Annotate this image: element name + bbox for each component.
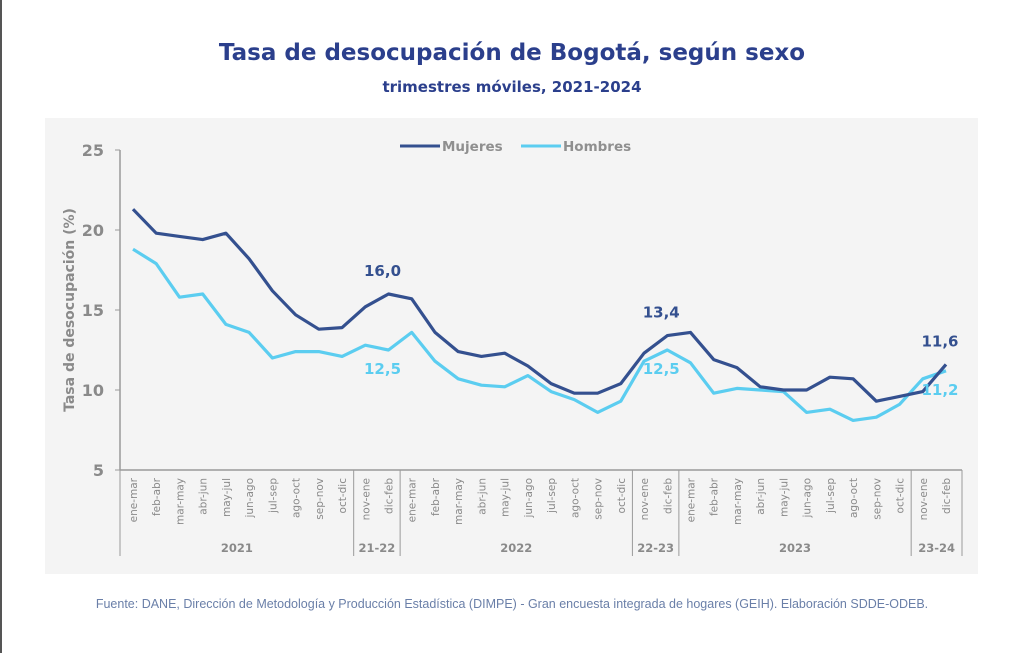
x-tick-label: mar-may [174, 478, 186, 525]
x-tick-label: jun-ago [523, 478, 535, 519]
chart-subtitle: trimestres móviles, 2021-2024 [382, 78, 642, 96]
axes: 5 10 15 20 25 Tasa de desocupación (%) [62, 141, 121, 480]
x-tick-label: feb-abr [151, 477, 163, 516]
x-tick-label: ene-mar [407, 477, 419, 522]
data-label-mujeres: 16,0 [364, 262, 401, 280]
x-tick-label: dic-feb [384, 478, 396, 514]
x-group-label: 22-23 [637, 541, 674, 555]
chart-panel [45, 118, 978, 574]
series-line-hombres [132, 247, 947, 422]
x-group-label: 2022 [500, 541, 532, 555]
x-tick-label: nov-ene [918, 478, 930, 520]
data-label-hombres: 12,5 [364, 360, 401, 378]
x-tick-label: ene-mar [685, 477, 697, 522]
x-tick-label: abr-jun [198, 478, 210, 515]
x-tick-label: sep-nov [593, 478, 605, 520]
y-axis-title: Tasa de desocupación (%) [62, 208, 78, 412]
x-tick-label: ago-oct [569, 478, 581, 518]
x-tick-label: jul-sep [546, 478, 558, 514]
x-tick-label: oct-dic [895, 478, 907, 514]
x-tick-label: jul-sep [267, 478, 279, 514]
x-tick-label: jun-ago [244, 478, 256, 519]
data-label-hombres: 11,2 [921, 381, 958, 399]
x-tick-label: may-jul [221, 478, 233, 517]
x-group-label: 21-22 [359, 541, 396, 555]
y-tick-label: 20 [82, 221, 104, 240]
series-line-mujeres [131, 208, 948, 403]
y-tick-label: 10 [82, 381, 104, 400]
x-tick-label: ene-mar [128, 477, 140, 522]
legend-label-mujeres: Mujeres [442, 139, 503, 155]
x-tick-label: dic-feb [941, 478, 953, 514]
x-tick-label: nov-ene [360, 478, 372, 520]
source-note: Fuente: DANE, Dirección de Metodología y… [95, 597, 929, 611]
x-tick-label: feb-abr [709, 477, 721, 516]
data-labels: 16,0 12,5 13,4 12,5 11,6 11,2 [364, 262, 959, 399]
y-tick-label: 5 [93, 461, 104, 480]
chart-title: Tasa de desocupación de Bogotá, según se… [218, 40, 806, 66]
legend-label-hombres: Hombres [563, 139, 631, 155]
data-label-mujeres: 13,4 [643, 304, 680, 322]
x-group-label: 2023 [779, 541, 811, 555]
series-lines [131, 208, 948, 422]
x-tick-label: may-jul [778, 478, 790, 517]
x-tick-label: may-jul [500, 478, 512, 517]
x-group-label: 2021 [221, 541, 253, 555]
x-tick-label: oct-dic [337, 478, 349, 514]
x-axis: ene-mar feb-abr mar-may abr-jun may-jul jun-a… [119, 469, 963, 556]
x-tick-label: mar-may [453, 478, 465, 525]
x-tick-label: ago-oct [291, 478, 303, 518]
y-tick-label: 15 [82, 301, 104, 320]
x-tick-label: mar-may [732, 478, 744, 525]
x-tick-label: sep-nov [871, 478, 883, 520]
x-tick-label: feb-abr [430, 477, 442, 516]
x-tick-label: jun-ago [802, 478, 814, 519]
x-tick-label: ago-oct [848, 478, 860, 518]
x-tick-label: sep-nov [314, 478, 326, 520]
x-tick-label: oct-dic [616, 478, 628, 514]
x-tick-label: abr-jun [476, 478, 488, 515]
y-tick-label: 25 [82, 141, 104, 160]
legend: Mujeres Hombres [400, 139, 631, 155]
x-tick-label: dic-feb [662, 478, 674, 514]
x-tick-label: jul-sep [825, 478, 837, 514]
x-tick-label: abr-jun [755, 478, 767, 515]
x-tick-label: nov-ene [639, 478, 651, 520]
data-label-mujeres: 11,6 [921, 332, 958, 350]
data-label-hombres: 12,5 [643, 360, 680, 378]
x-group-label: 23-24 [918, 541, 955, 555]
